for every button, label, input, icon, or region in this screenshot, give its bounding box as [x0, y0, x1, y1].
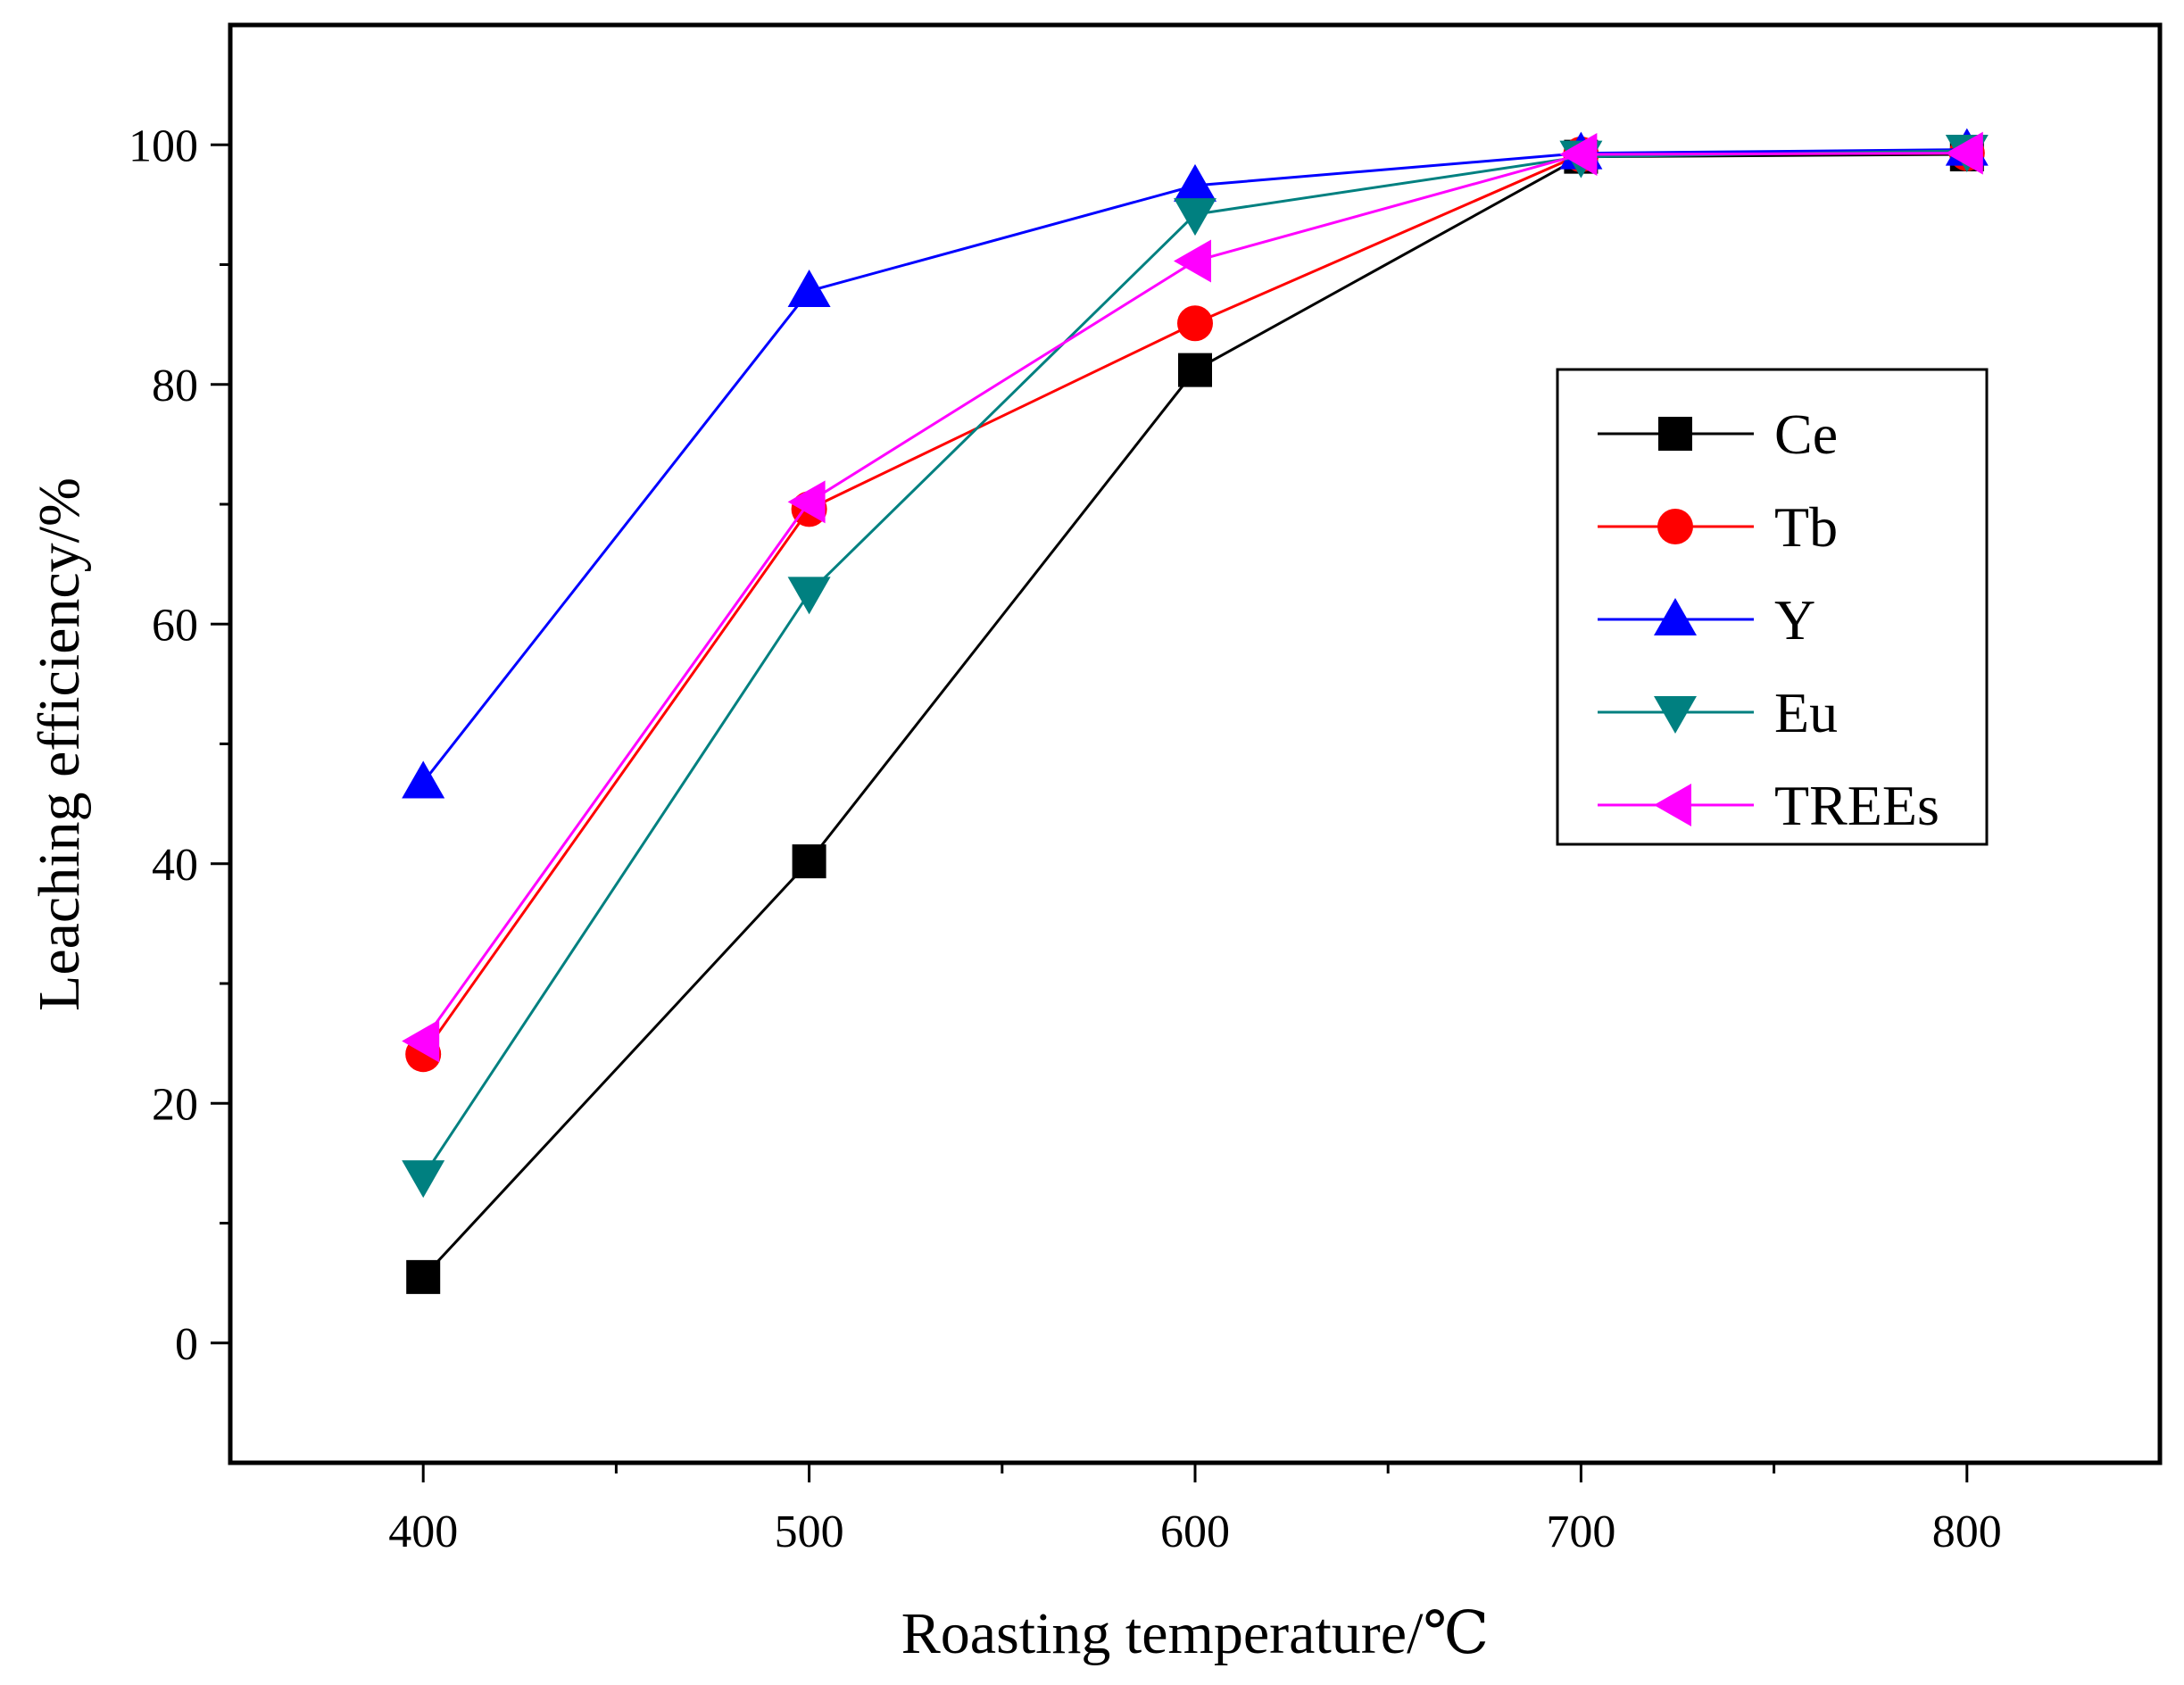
- data-point-eu: [402, 1160, 445, 1199]
- legend-marker-ce: [1658, 417, 1692, 451]
- x-tick-label: 800: [1932, 1507, 2002, 1557]
- data-point-trees: [1174, 239, 1211, 283]
- series-layer: [402, 128, 1989, 1294]
- y-axis-title: Leaching efficiency/%: [27, 477, 92, 1011]
- x-axis-title: Roasting temperature/℃: [901, 1601, 1490, 1666]
- data-point-eu: [787, 577, 831, 615]
- legend-marker-trees: [1654, 784, 1691, 826]
- x-tick-label: 400: [388, 1507, 458, 1557]
- x-axis-ticks: 400 500 600 700 800: [388, 1463, 2002, 1557]
- data-point-trees: [1559, 132, 1598, 176]
- y-tick-label: 0: [175, 1319, 198, 1370]
- y-tick-label: 60: [152, 600, 198, 651]
- x-tick-label: 600: [1160, 1507, 1230, 1557]
- legend-label-tb: Tb: [1774, 495, 1838, 559]
- data-point-ce: [406, 1259, 441, 1294]
- legend-marker-y: [1654, 598, 1697, 635]
- y-tick-label: 40: [152, 840, 198, 891]
- data-point-eu: [1174, 198, 1217, 237]
- data-point-ce: [1178, 353, 1212, 387]
- y-tick-label: 100: [129, 120, 198, 171]
- series-trees: [402, 131, 1983, 1063]
- legend: Ce Tb Y Eu TREEs: [1556, 368, 1989, 846]
- legend-marker-eu: [1654, 696, 1697, 734]
- legend-label-ce: Ce: [1774, 403, 1838, 466]
- data-point-ce: [792, 844, 826, 879]
- x-tick-label: 500: [775, 1507, 844, 1557]
- data-point-trees: [1945, 131, 1983, 175]
- legend-frame: [1556, 368, 1989, 846]
- legend-marker-tb: [1657, 509, 1693, 544]
- data-point-trees: [787, 480, 826, 524]
- y-axis-ticks: 0 20 40 60 80 100: [129, 120, 230, 1370]
- y-tick-label: 80: [152, 361, 198, 411]
- data-point-y: [1174, 163, 1217, 202]
- x-tick-label: 700: [1546, 1507, 1615, 1557]
- data-point-y: [787, 270, 831, 308]
- y-tick-label: 20: [152, 1079, 198, 1130]
- data-point-y: [402, 760, 445, 799]
- data-point-tb: [1177, 305, 1213, 342]
- legend-label-y: Y: [1774, 588, 1815, 652]
- legend-label-trees: TREEs: [1774, 774, 1939, 837]
- legend-label-eu: Eu: [1774, 681, 1838, 744]
- data-point-trees: [402, 1019, 440, 1063]
